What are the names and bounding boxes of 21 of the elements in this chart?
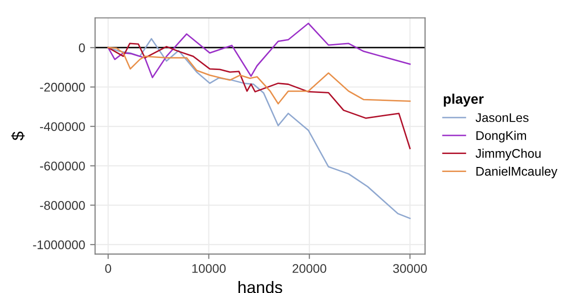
y-tick-label: -200000 bbox=[40, 82, 85, 92]
legend-label: DanielMcauley bbox=[476, 166, 558, 178]
line-series bbox=[107, 38, 411, 220]
y-tick-label: -1000000 bbox=[33, 240, 85, 250]
legend-title: player bbox=[444, 94, 484, 107]
line-series bbox=[107, 42, 411, 150]
legend-label: DongKim bbox=[476, 130, 526, 142]
x-tick-label: 10000 bbox=[192, 264, 226, 273]
y-tick-label: -600000 bbox=[40, 162, 85, 170]
line-series bbox=[107, 46, 411, 104]
line-series bbox=[107, 22, 411, 78]
legend-label: JimmyChou bbox=[476, 148, 541, 160]
x-tick-label: 0 bbox=[105, 264, 112, 273]
x-tick-label: 30000 bbox=[393, 264, 427, 273]
x-tick-label: 20000 bbox=[292, 264, 326, 273]
legend-label: JasonLes bbox=[476, 113, 528, 122]
y-tick-label: 0 bbox=[78, 43, 85, 52]
y-tick-label: -800000 bbox=[40, 200, 85, 210]
y-axis-title: $ bbox=[11, 132, 25, 140]
x-axis-title: hands bbox=[238, 280, 282, 293]
y-tick-label: -400000 bbox=[40, 122, 85, 132]
